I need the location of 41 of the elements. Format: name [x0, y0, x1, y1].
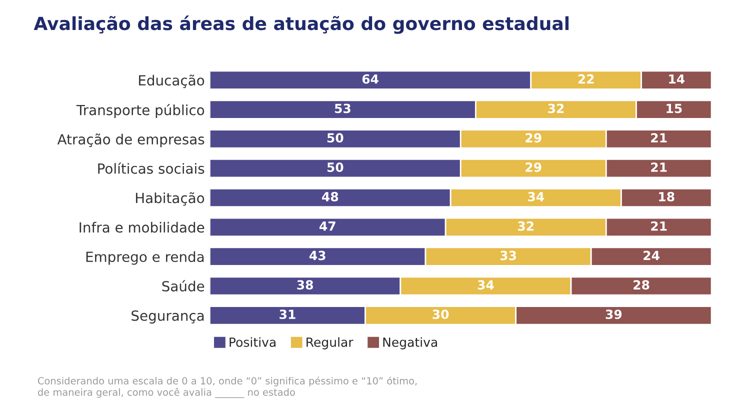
- data-label: 28: [634, 280, 650, 290]
- data-label: 21: [651, 162, 667, 172]
- data-label: 33: [500, 250, 516, 260]
- data-label: 29: [526, 133, 542, 143]
- data-label: 64: [362, 74, 378, 84]
- data-label: 32: [548, 104, 564, 114]
- data-label: 31: [280, 310, 296, 320]
- legend-label: Positiva: [230, 337, 276, 347]
- data-label: 18: [659, 192, 674, 202]
- y-tick-label: Políticas sociais: [98, 162, 204, 174]
- data-label: 24: [644, 250, 660, 260]
- legend-label: Regular: [306, 337, 354, 350]
- data-label: 34: [528, 192, 544, 202]
- y-tick-label: Segurança: [132, 310, 204, 324]
- data-label: 50: [327, 162, 344, 172]
- data-label: 21: [651, 221, 667, 231]
- data-label: 43: [309, 250, 326, 260]
- data-label: 48: [322, 192, 338, 202]
- data-label: 47: [320, 222, 336, 231]
- chart-title: Avaliação das áreas de atuação do governo estadual: [34, 16, 569, 34]
- data-label: 29: [526, 162, 542, 172]
- data-label: 53: [334, 104, 350, 114]
- y-tick-label: Habitação: [136, 192, 204, 206]
- data-label: 38: [297, 280, 313, 290]
- data-label: 50: [327, 133, 344, 143]
- y-tick-label: Emprego e renda: [86, 251, 204, 265]
- data-label: 39: [606, 310, 622, 320]
- data-label: 22: [578, 74, 594, 84]
- data-label: 34: [478, 280, 494, 290]
- y-tick-label: Atração de empresas: [57, 134, 204, 148]
- data-label: 32: [518, 221, 534, 231]
- y-tick-label: Infra e mobilidade: [80, 222, 204, 233]
- y-tick-label: Educação: [139, 74, 204, 88]
- data-label: 21: [651, 133, 667, 142]
- y-tick-label: Saúde: [162, 280, 204, 292]
- data-label: 30: [432, 310, 449, 320]
- data-label: 15: [666, 104, 682, 114]
- legend-label: Negativa: [383, 337, 437, 350]
- y-tick-label: Transporte público: [76, 104, 204, 118]
- data-label: 14: [669, 74, 685, 84]
- text: Considerando uma escala de 0 a 10, onde “0” significa péssimo e “10” ótimo, de maneira geral, como você avalia ______ no estado: [38, 376, 417, 398]
